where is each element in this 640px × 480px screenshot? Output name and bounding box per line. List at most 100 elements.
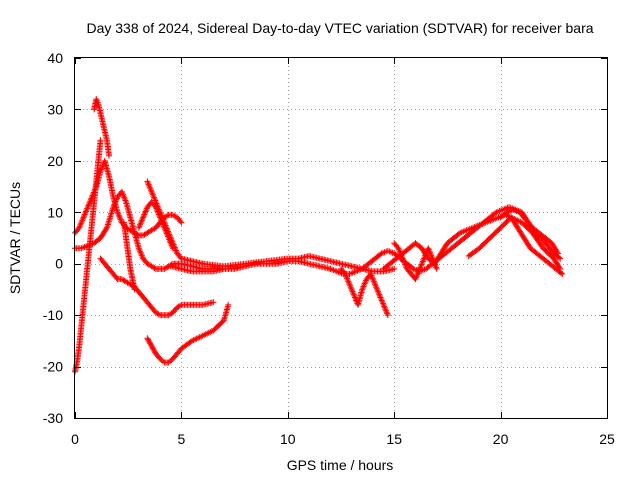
data-point <box>145 336 152 343</box>
data-point <box>176 302 183 309</box>
data-point <box>417 264 424 271</box>
data-point <box>430 257 437 264</box>
data-point <box>154 208 161 215</box>
data-point <box>154 207 161 214</box>
data-point <box>350 291 357 298</box>
data-point <box>122 197 129 204</box>
series-track-3 <box>72 137 104 375</box>
data-point <box>116 213 123 220</box>
data-point <box>376 293 383 300</box>
data-point <box>138 217 145 224</box>
data-point <box>167 239 174 246</box>
data-point <box>120 191 127 198</box>
data-point <box>210 299 217 306</box>
series-track-8 <box>144 178 206 267</box>
data-point <box>396 246 403 253</box>
data-point <box>367 271 374 277</box>
data-point <box>169 243 176 250</box>
data-point <box>369 275 376 282</box>
y-tick-label: 20 <box>47 153 63 169</box>
data-point <box>147 341 154 348</box>
data-point <box>420 257 427 264</box>
data-point <box>369 273 376 280</box>
y-tick-label: 10 <box>47 204 63 220</box>
data-point <box>397 251 404 258</box>
data-point <box>360 283 367 290</box>
x-tick-label: 10 <box>280 431 296 447</box>
data-point <box>147 185 154 192</box>
data-point <box>111 201 118 208</box>
data-point <box>417 262 424 269</box>
data-point <box>419 258 426 265</box>
data-point <box>155 210 162 217</box>
data-point <box>146 182 153 189</box>
data-point <box>426 248 433 255</box>
data-point <box>144 179 151 186</box>
data-point <box>373 285 380 292</box>
data-point <box>137 248 144 255</box>
data-point <box>110 204 117 211</box>
data-point <box>374 287 381 294</box>
data-point <box>422 252 429 259</box>
y-tick-label: 30 <box>47 101 63 117</box>
data-point <box>142 208 149 215</box>
data-point <box>78 220 85 227</box>
data-point <box>177 218 184 225</box>
data-point <box>172 247 179 254</box>
data-point <box>345 279 352 286</box>
data-point <box>557 255 564 262</box>
data-point <box>136 246 143 253</box>
data-point <box>413 273 420 280</box>
data-point <box>148 343 155 349</box>
data-point <box>81 211 88 218</box>
data-point <box>362 279 369 286</box>
data-point <box>433 264 440 271</box>
data-point <box>135 224 142 231</box>
y-tick-label: -10 <box>43 307 63 323</box>
data-point <box>348 285 355 292</box>
data-point <box>152 197 159 204</box>
series-track-5 <box>97 255 217 319</box>
data-point <box>110 202 117 209</box>
data-point <box>141 210 148 217</box>
data-point <box>384 310 391 317</box>
data-point <box>85 202 92 209</box>
data-point <box>82 210 89 217</box>
x-tick-label: 15 <box>386 431 402 447</box>
data-point <box>555 250 562 257</box>
data-point <box>145 181 152 188</box>
data-point <box>416 267 423 274</box>
data-point <box>345 278 352 285</box>
data-point <box>418 261 425 268</box>
x-axis-label: GPS time / hours <box>287 457 394 473</box>
x-tick-label: 25 <box>599 431 615 447</box>
data-point <box>131 286 138 293</box>
y-tick-label: 40 <box>47 50 63 66</box>
data-point <box>347 282 354 289</box>
data-point <box>151 194 158 201</box>
data-point <box>413 274 420 281</box>
data-point <box>377 294 384 301</box>
data-point <box>157 215 164 222</box>
data-point <box>161 226 168 233</box>
data-point <box>87 196 94 203</box>
data-point <box>85 201 92 208</box>
data-point <box>414 270 421 277</box>
data-point <box>151 348 158 355</box>
data-point <box>344 275 351 282</box>
data-point <box>351 294 358 301</box>
data-point <box>427 249 434 256</box>
data-point <box>119 190 126 197</box>
data-point <box>379 298 386 305</box>
grid-lines <box>75 58 607 418</box>
data-point <box>165 235 172 241</box>
data-point <box>431 259 438 266</box>
data-point <box>399 254 406 261</box>
data-point <box>351 293 358 300</box>
data-point <box>375 288 382 295</box>
data-point <box>80 214 87 221</box>
data-point <box>430 258 437 265</box>
data-point <box>382 306 389 313</box>
data-point <box>416 265 423 272</box>
data-point <box>118 188 125 195</box>
